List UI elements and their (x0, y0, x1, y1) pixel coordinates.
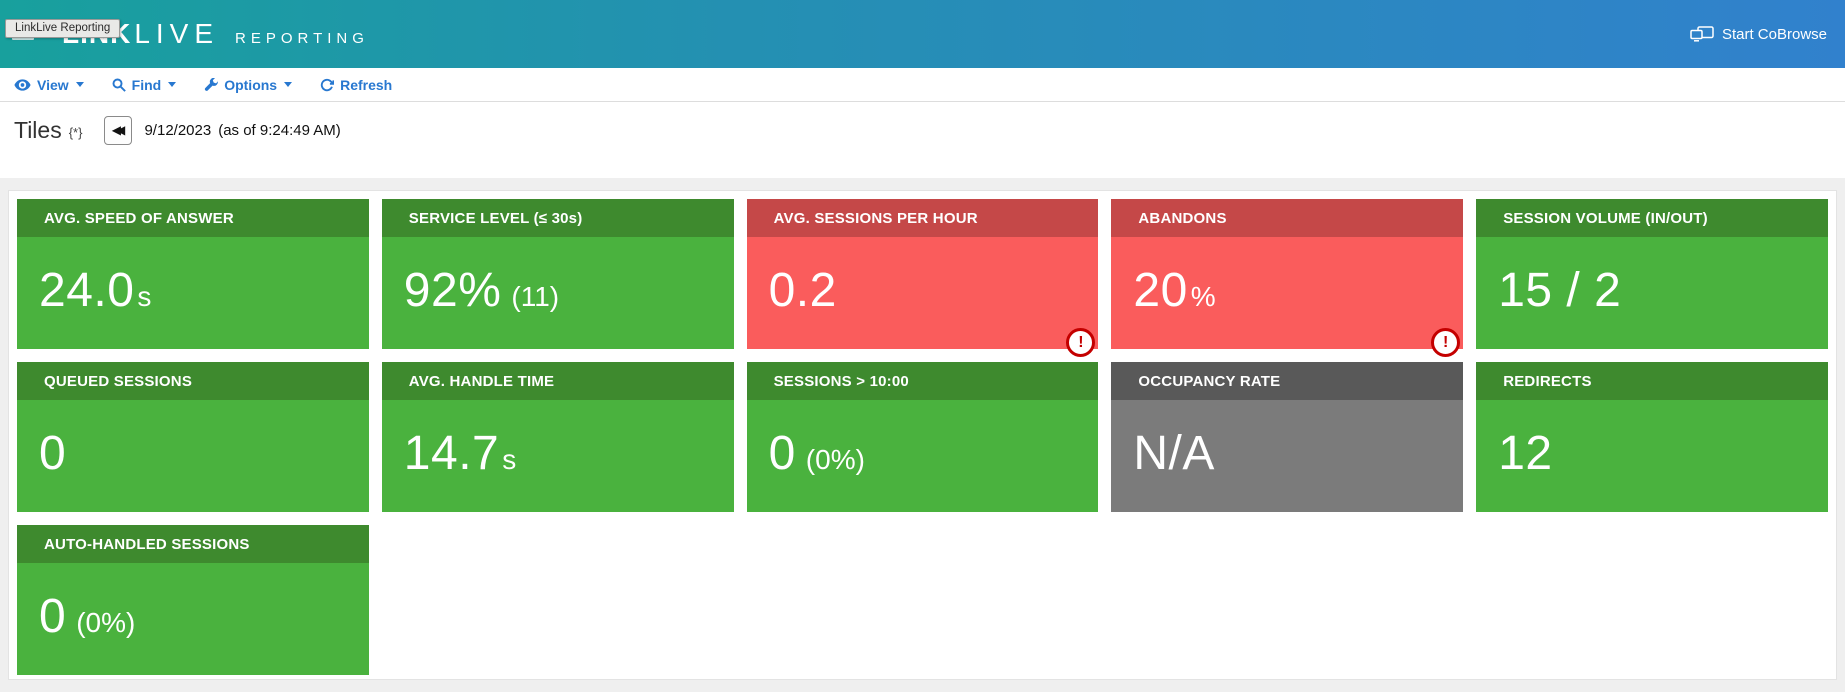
tile-title: REDIRECTS (1503, 372, 1592, 390)
report-date: 9/12/2023 (144, 121, 212, 139)
tile-value: 0 (39, 427, 67, 480)
eye-icon (14, 78, 31, 91)
alert-icon: ! (1431, 328, 1461, 357)
metric-tile: OCCUPANCY RATE N/A ! (1111, 362, 1464, 512)
title-suffix: {*} (68, 124, 83, 140)
tile-value-suffix: % (1190, 281, 1216, 312)
tile-value-suffix: (0%) (76, 607, 136, 638)
main-area: AVG. SPEED OF ANSWER 24.0 s ! SERVICE LE… (0, 178, 1845, 692)
tile-value: 14.7 (403, 427, 500, 480)
rewind-icon: ◀◀ (111, 123, 126, 137)
tile-value-suffix: s (502, 444, 517, 475)
logo-reporting-text: REPORTING (235, 30, 369, 47)
tiles-panel: AVG. SPEED OF ANSWER 24.0 s ! SERVICE LE… (8, 190, 1837, 680)
toolbar: View Find Options Refresh (0, 68, 1845, 102)
find-menu-button[interactable]: Find (112, 77, 177, 93)
tile-value: 0 (768, 427, 796, 480)
cobrowse-label: Start CoBrowse (1721, 25, 1827, 43)
tiles-grid: AVG. SPEED OF ANSWER 24.0 s ! SERVICE LE… (17, 199, 1828, 675)
metric-tile: AVG. SESSIONS PER HOUR 0.2 ! (746, 199, 1099, 357)
tile-value: 0 (39, 590, 67, 643)
metric-tile: SESSION VOLUME (IN/OUT) 15 / 2 ! (1476, 199, 1828, 349)
view-label: View (37, 76, 69, 93)
logo-live-text: LIVE (134, 18, 220, 49)
view-menu-button[interactable]: View (14, 77, 84, 93)
wrench-icon (204, 77, 219, 92)
tile-title: QUEUED SESSIONS (44, 372, 193, 390)
app-header: LINKLIVE REPORTING Start CoBrowse (0, 0, 1845, 68)
tile-title: SESSIONS > 10:00 (773, 372, 909, 390)
page-title-bar: Tiles {*} ◀◀ 9/12/2023 (as of 9:24:49 AM… (0, 102, 1845, 178)
tile-value-suffix: s (137, 281, 152, 312)
chevron-down-icon (168, 82, 177, 87)
tooltip: LinkLive Reporting (5, 19, 121, 38)
tile-title: AVG. SPEED OF ANSWER (44, 209, 234, 227)
chevron-down-icon (75, 82, 84, 87)
tile-title: AUTO-HANDLED SESSIONS (44, 535, 250, 553)
tile-value: 12 (1498, 427, 1553, 480)
tile-title: ABANDONS (1138, 209, 1227, 227)
cobrowse-screens-icon (1690, 25, 1714, 43)
metric-tile: QUEUED SESSIONS 0 ! (17, 362, 369, 512)
rewind-date-button[interactable]: ◀◀ (104, 115, 133, 145)
metric-tile: AUTO-HANDLED SESSIONS 0 (0%) ! (17, 525, 369, 675)
as-of-timestamp: (as of 9:24:49 AM) (218, 121, 341, 139)
metric-tile: SERVICE LEVEL (≤ 30s) 92% (11) ! (381, 199, 734, 349)
tile-value-suffix: (0%) (805, 444, 865, 475)
tile-value: 20 (1133, 264, 1188, 317)
metric-tile: ABANDONS 20 % ! (1111, 199, 1464, 357)
tile-value-suffix: (11) (511, 281, 560, 312)
tile-value: 15 / 2 (1498, 264, 1622, 317)
alert-icon: ! (1066, 328, 1096, 357)
tile-title: AVG. SESSIONS PER HOUR (773, 209, 978, 227)
tile-value: N/A (1133, 427, 1215, 480)
tile-title: SESSION VOLUME (IN/OUT) (1503, 209, 1708, 227)
refresh-button[interactable]: Refresh (320, 77, 392, 93)
options-menu-button[interactable]: Options (204, 76, 293, 93)
metric-tile: AVG. HANDLE TIME 14.7 s ! (381, 362, 734, 512)
find-label: Find (131, 76, 162, 93)
tile-title: SERVICE LEVEL (≤ 30s) (408, 209, 583, 227)
tile-value: 92% (403, 264, 502, 317)
metric-tile: REDIRECTS 12 ! (1476, 362, 1828, 512)
start-cobrowse-button[interactable]: Start CoBrowse (1690, 26, 1827, 43)
refresh-label: Refresh (340, 76, 393, 93)
page-title: Tiles (14, 116, 62, 143)
tile-value: 0.2 (768, 264, 837, 317)
tile-title: OCCUPANCY RATE (1138, 372, 1281, 390)
metric-tile: SESSIONS > 10:00 0 (0%) ! (746, 362, 1099, 512)
chevron-down-icon (284, 82, 293, 87)
options-label: Options (224, 76, 278, 93)
search-icon (112, 78, 126, 92)
tile-value: 24.0 (39, 264, 135, 317)
tile-title: AVG. HANDLE TIME (408, 372, 555, 390)
refresh-icon (320, 78, 335, 92)
metric-tile: AVG. SPEED OF ANSWER 24.0 s ! (17, 199, 369, 349)
